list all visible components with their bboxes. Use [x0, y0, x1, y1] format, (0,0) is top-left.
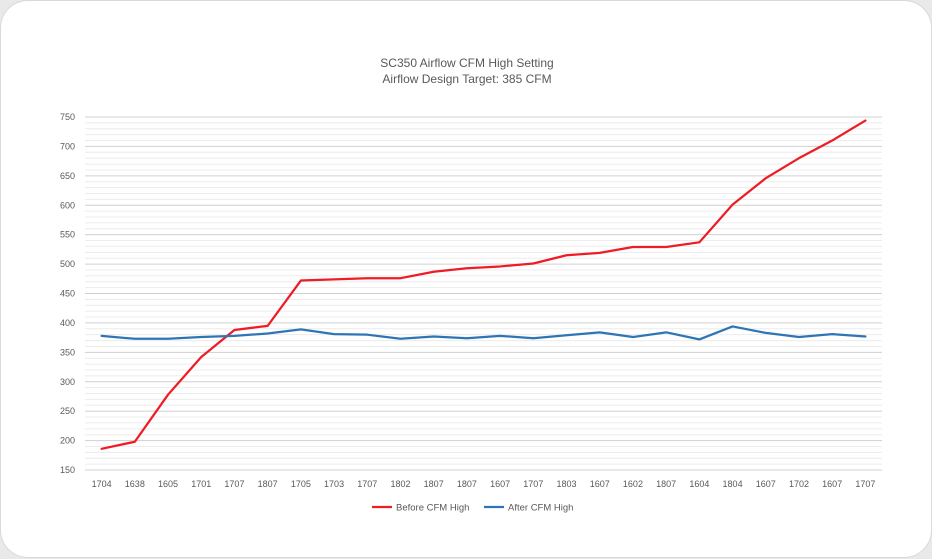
x-tick-label: 1707 [357, 479, 377, 489]
legend-label-after: After CFM High [508, 503, 573, 514]
x-tick-label: 1607 [822, 479, 842, 489]
x-tick-label: 1707 [224, 479, 244, 489]
x-tick-label: 1607 [756, 479, 776, 489]
x-tick-label: 1607 [590, 479, 610, 489]
x-tick-label: 1807 [424, 479, 444, 489]
x-tick-label: 1638 [125, 479, 145, 489]
series-line-before-cfm-high [100, 119, 867, 450]
y-tick-label: 250 [60, 406, 75, 416]
x-tick-label: 1703 [324, 479, 344, 489]
y-tick-label: 350 [60, 347, 75, 357]
y-tick-label: 200 [60, 436, 75, 446]
x-tick-label: 1604 [689, 479, 709, 489]
series-line-after-cfm-high [100, 325, 867, 341]
x-tick-label: 1807 [258, 479, 278, 489]
series-layer [100, 119, 867, 450]
y-tick-label: 400 [60, 318, 75, 328]
y-axis-ticks: 150 200 250 300 350 400 450 500 550 600 650 700 750 [60, 112, 75, 475]
x-tick-label: 1605 [158, 479, 178, 489]
x-tick-label: 1704 [92, 479, 112, 489]
x-axis-ticks: 1704 1638 1605 1701 1707 1807 1705 1703 1707 1802… [92, 479, 876, 489]
x-tick-label: 1807 [457, 479, 477, 489]
x-tick-label: 1807 [656, 479, 676, 489]
y-tick-label: 300 [60, 377, 75, 387]
y-tick-label: 150 [60, 465, 75, 475]
chart-subtitle: Airflow Design Target: 385 CFM [382, 72, 551, 86]
x-tick-label: 1804 [723, 479, 743, 489]
x-tick-label: 1702 [789, 479, 809, 489]
y-tick-label: 550 [60, 230, 75, 240]
x-tick-label: 1607 [490, 479, 510, 489]
legend: Before CFM High After CFM High [372, 503, 573, 514]
y-tick-label: 750 [60, 112, 75, 122]
x-tick-label: 1803 [557, 479, 577, 489]
x-tick-label: 1707 [855, 479, 875, 489]
y-tick-label: 650 [60, 171, 75, 181]
y-tick-label: 700 [60, 141, 75, 151]
y-tick-label: 450 [60, 289, 75, 299]
legend-label-before: Before CFM High [396, 503, 469, 514]
x-tick-label: 1707 [523, 479, 543, 489]
x-tick-label: 1802 [390, 479, 410, 489]
x-tick-label: 1602 [623, 479, 643, 489]
grid-lines [85, 116, 882, 471]
y-tick-label: 500 [60, 259, 75, 269]
x-tick-label: 1701 [191, 479, 211, 489]
x-tick-label: 1705 [291, 479, 311, 489]
y-tick-label: 600 [60, 200, 75, 210]
chart-title: SC350 Airflow CFM High Setting [380, 56, 553, 70]
